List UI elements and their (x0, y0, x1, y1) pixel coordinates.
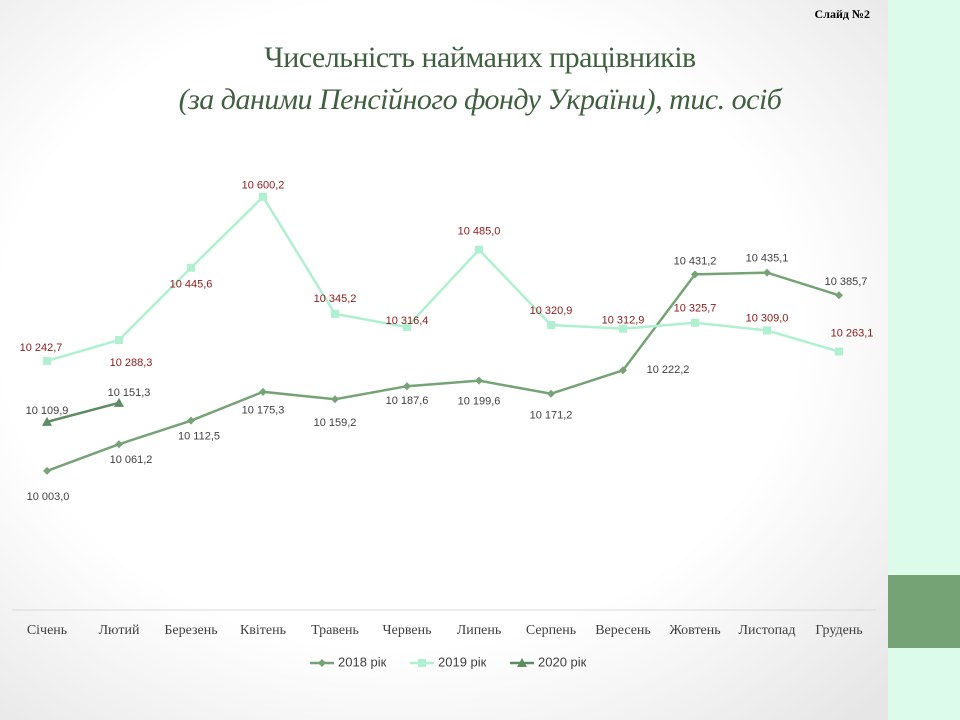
x-tick-label: Листопад (739, 623, 796, 638)
data-label: 10 435,1 (746, 252, 789, 264)
marker (115, 335, 123, 344)
marker (547, 389, 555, 398)
marker (763, 326, 771, 335)
marker (547, 321, 555, 330)
marker (43, 466, 51, 475)
marker (42, 416, 52, 426)
data-label: 10 222,2 (647, 364, 690, 376)
marker (259, 387, 267, 396)
series-line (46, 194, 840, 363)
side-block (888, 575, 960, 648)
x-tick-label: Липень (457, 623, 502, 638)
marker (403, 382, 411, 391)
marker (331, 395, 339, 404)
data-label: 10 187,6 (386, 395, 429, 407)
marker (187, 416, 195, 425)
series-line (46, 401, 120, 424)
data-label: 10 312,9 (602, 315, 645, 327)
data-label: 10 485,0 (458, 226, 501, 238)
slide-background (0, 0, 888, 720)
marker (259, 192, 267, 201)
marker (619, 366, 627, 375)
marker (331, 309, 339, 318)
legend-label: 2020 рік (538, 654, 587, 669)
data-label: 10 263,1 (831, 327, 874, 339)
x-tick-label: Січень (27, 623, 67, 638)
marker (691, 270, 699, 279)
x-tick-label: Жовтень (669, 623, 720, 638)
marker (475, 376, 483, 385)
marker (619, 324, 627, 333)
data-label: 10 061,2 (110, 454, 153, 466)
x-tick-label: Вересень (595, 623, 651, 638)
marker (835, 291, 843, 300)
data-label: 10 385,7 (825, 276, 868, 288)
x-tick-label: Травень (311, 623, 359, 638)
data-label: 10 242,7 (20, 342, 63, 354)
x-tick-label: Лютий (99, 623, 140, 638)
x-tick-label: Березень (164, 623, 217, 638)
marker (475, 245, 483, 254)
data-label: 10 325,7 (674, 303, 717, 315)
data-label: 10 199,6 (458, 396, 501, 408)
data-label: 10 316,4 (386, 315, 429, 327)
data-label: 10 112,5 (178, 431, 220, 443)
marker (43, 356, 51, 365)
marker (691, 318, 699, 327)
chart-title: Чисельність найманих працівників (264, 41, 696, 74)
marker (517, 658, 527, 667)
legend-label: 2019 рік (438, 654, 487, 669)
data-label: 10 175,3 (242, 405, 285, 417)
data-label: 10 159,2 (314, 417, 357, 429)
data-label: 10 109,9 (26, 405, 69, 417)
data-label: 10 003,0 (27, 491, 70, 503)
data-label: 10 600,2 (242, 180, 285, 192)
x-tick-label: Серпень (526, 623, 576, 638)
x-tick-label: Червень (383, 623, 432, 638)
marker (318, 659, 326, 667)
data-label: 10 288,3 (110, 357, 153, 369)
marker (835, 347, 843, 356)
series-line (46, 271, 840, 473)
marker (115, 440, 123, 449)
marker (403, 323, 411, 332)
data-label: 10 345,2 (314, 293, 357, 305)
data-label: 10 171,2 (530, 410, 573, 422)
marker (114, 397, 124, 407)
data-label: 10 431,2 (674, 255, 717, 267)
x-tick-label: Грудень (815, 623, 862, 638)
data-label: 10 151,3 (108, 387, 151, 399)
data-label: 10 445,6 (170, 279, 213, 291)
data-label: 10 320,9 (530, 305, 573, 317)
chart-subtitle: (за даними Пенсійного фонду України), ти… (179, 83, 783, 116)
x-tick-label: Квітень (240, 623, 286, 638)
marker (187, 263, 195, 272)
marker (418, 659, 426, 667)
marker (763, 268, 771, 277)
legend-label: 2018 рік (338, 654, 387, 669)
slide-label: Слайд №2 (815, 7, 870, 21)
data-label: 10 309,0 (746, 312, 789, 324)
